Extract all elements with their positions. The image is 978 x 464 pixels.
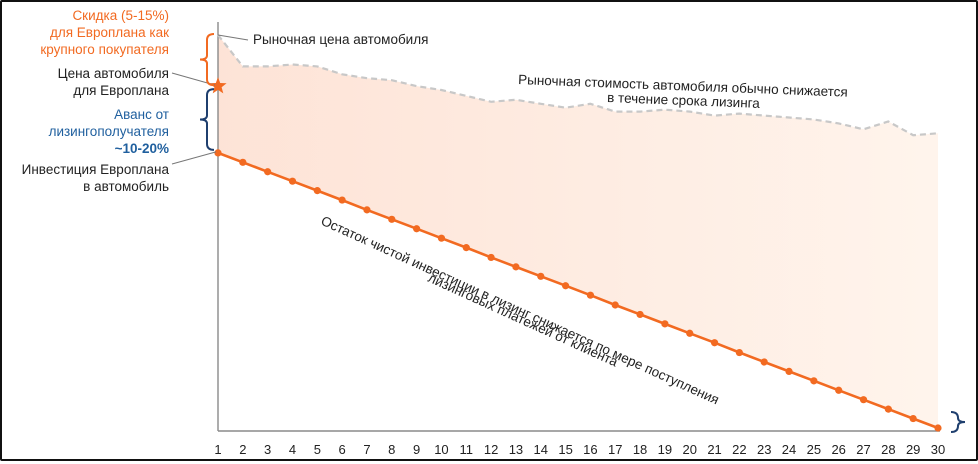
x-tick-label-30: 30 (931, 442, 945, 457)
x-tick-label-24: 24 (782, 442, 796, 457)
residual-point-14 (537, 272, 545, 280)
residual-point-22 (735, 348, 743, 357)
x-tick-label-28: 28 (881, 442, 895, 457)
series-residual-investment (217, 151, 939, 430)
residual-point-13 (512, 263, 520, 271)
annotation-market-price: Рыночная цена автомобиля (253, 32, 428, 47)
x-tick-label-14: 14 (534, 442, 548, 457)
label-europlan-price-2: для Европлана (73, 83, 169, 98)
residual-point-8 (388, 215, 396, 223)
residual-point-2 (239, 158, 247, 166)
residual-point-9 (413, 225, 421, 233)
x-tick-label-25: 25 (807, 442, 821, 457)
label-discount-3: крупного покупателя (40, 42, 169, 57)
residual-point-5 (313, 187, 321, 195)
x-tick-label-1: 1 (214, 442, 221, 457)
brace-end (950, 411, 966, 433)
x-tick-label-5: 5 (314, 442, 321, 457)
x-tick-label-9: 9 (413, 442, 420, 457)
x-tick-label-6: 6 (339, 442, 346, 457)
x-tick-label-10: 10 (434, 442, 448, 457)
brace-discount (199, 33, 215, 87)
label-investment-1: Инвестиция Европлана (22, 162, 170, 177)
residual-point-29 (909, 414, 917, 423)
residual-point-1 (214, 149, 222, 157)
residual-point-26 (835, 386, 843, 394)
residual-point-19 (661, 320, 669, 328)
residual-point-18 (636, 310, 644, 319)
label-advance-2: лизингополучателя (49, 124, 169, 139)
residual-point-10 (437, 234, 446, 242)
residual-point-16 (586, 291, 595, 299)
x-tick-label-13: 13 (509, 442, 523, 457)
star-marker-europlan-price (209, 77, 227, 94)
label-investment-2: в автомобиль (83, 179, 169, 194)
residual-point-11 (462, 244, 470, 252)
residual-point-7 (363, 206, 371, 214)
x-tick-label-19: 19 (658, 442, 672, 457)
label-europlan-price-1: Цена автомобиля (58, 66, 169, 81)
x-tick-label-22: 22 (732, 442, 746, 457)
area-fill (218, 35, 938, 428)
residual-point-28 (884, 405, 892, 413)
label-discount-1: Скидка (5-15%) (72, 8, 169, 23)
label-advance-1: Аванс от (114, 107, 169, 122)
x-tick-label-26: 26 (831, 442, 845, 457)
residual-point-20 (686, 329, 694, 337)
brace-advance (199, 88, 215, 151)
label-discount-2: для Европлана как (50, 25, 169, 40)
label-advance-pct: ~10-20% (115, 141, 169, 156)
residual-point-27 (859, 396, 868, 404)
residual-point-23 (760, 358, 768, 366)
residual-point-25 (810, 377, 818, 385)
x-tick-label-12: 12 (484, 442, 498, 457)
leader-market-price (217, 34, 249, 41)
x-tick-label-15: 15 (558, 442, 572, 457)
residual-point-30 (934, 424, 942, 432)
residual-point-3 (264, 168, 272, 176)
residual-point-21 (710, 339, 719, 347)
x-tick-label-2: 2 (239, 442, 246, 457)
x-tick-label-3: 3 (264, 442, 271, 457)
x-tick-label-17: 17 (608, 442, 622, 457)
x-tick-label-4: 4 (289, 442, 296, 457)
x-tick-label-16: 16 (583, 442, 597, 457)
series-market-price (217, 34, 939, 137)
x-tick-label-7: 7 (363, 442, 370, 457)
x-tick-label-11: 11 (460, 442, 474, 457)
residual-point-4 (288, 177, 297, 185)
x-tick-label-8: 8 (388, 442, 395, 457)
x-tick-label-18: 18 (633, 442, 647, 457)
residual-point-6 (338, 196, 346, 204)
residual-point-15 (561, 282, 570, 290)
x-tick-label-21: 21 (707, 442, 721, 457)
x-tick-label-20: 20 (682, 442, 696, 457)
x-tick-label-27: 27 (856, 442, 870, 457)
residual-point-17 (611, 301, 619, 309)
residual-point-24 (785, 367, 793, 376)
x-tick-label-23: 23 (757, 442, 771, 457)
annotation-market-trend-line2: в течение срока лизинга (607, 90, 761, 111)
x-tick-label-29: 29 (906, 442, 920, 457)
residual-point-12 (487, 253, 495, 262)
leader-investment (171, 151, 217, 165)
